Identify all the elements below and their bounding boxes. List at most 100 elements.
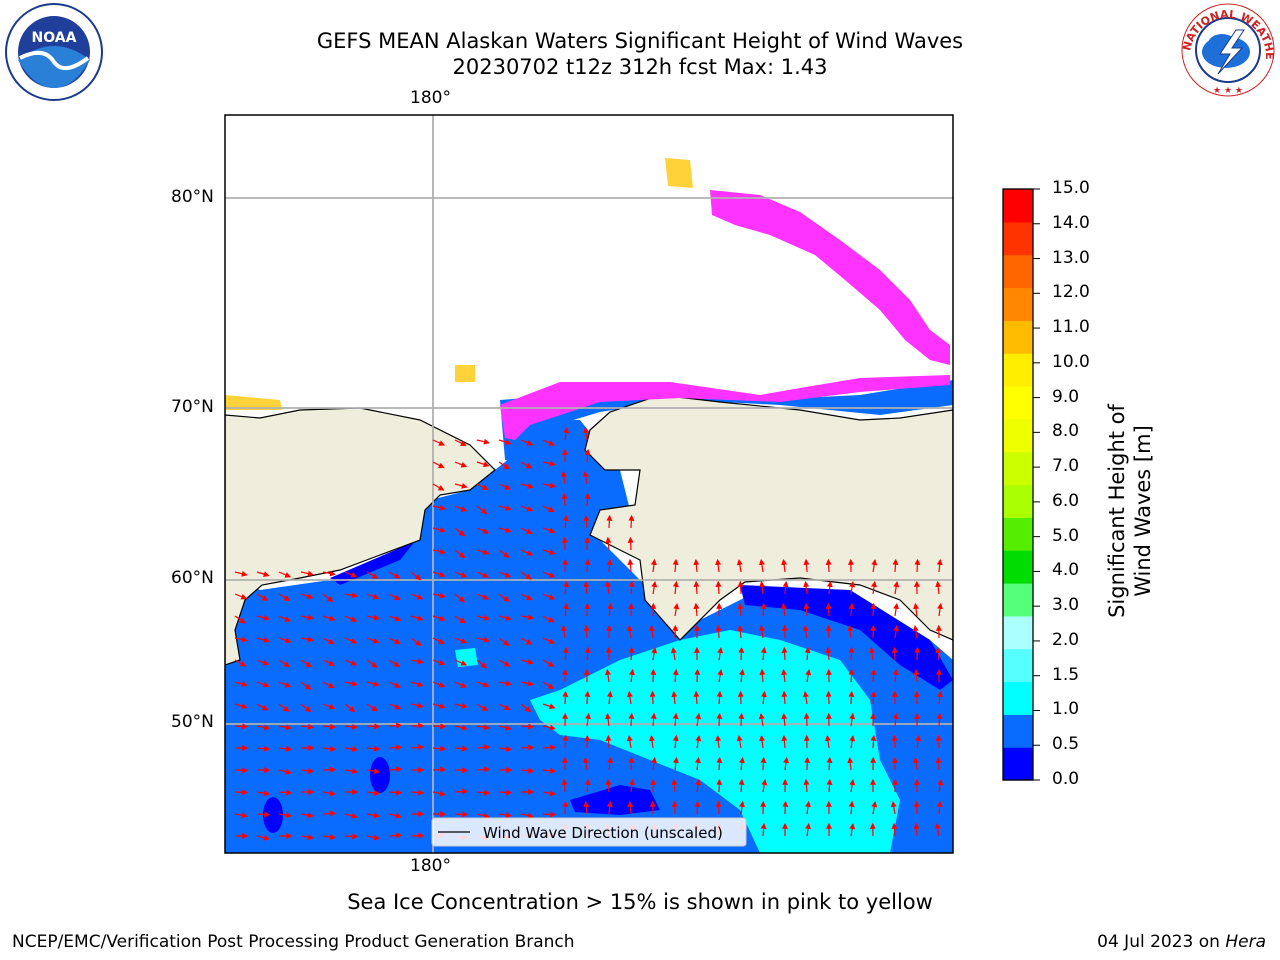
wave-direction-arrow (781, 558, 788, 573)
wave-direction-arrow (256, 659, 270, 666)
wave-direction-arrow (454, 811, 469, 818)
wave-direction-arrow (300, 723, 315, 730)
wave-direction-arrow (542, 460, 556, 467)
wave-direction-arrow (234, 681, 248, 687)
wave-direction-arrow (498, 483, 511, 490)
wave-direction-arrow (584, 646, 591, 661)
wave-direction-arrow (520, 744, 535, 751)
wave-direction-arrow (322, 810, 337, 817)
wave-direction-arrow (476, 659, 488, 669)
wave-direction-arrow (738, 646, 745, 661)
svg-text:★ ★ ★: ★ ★ ★ (1213, 86, 1243, 96)
wave-direction-arrow (562, 734, 569, 749)
colorbar-segment (1003, 386, 1033, 420)
wave-direction-arrow (761, 779, 768, 793)
wave-direction-arrow (454, 439, 467, 446)
wave-direction-arrow (605, 668, 611, 683)
wave-direction-arrow (605, 536, 612, 551)
lat-label-50: 50°N (171, 712, 214, 732)
lat-label-80: 80°N (171, 187, 214, 207)
colorbar-segment (1003, 484, 1033, 518)
wave-direction-arrow (476, 549, 490, 555)
colorbar-tick-label: 1.5 (1052, 664, 1080, 685)
wave-direction-arrow (388, 703, 402, 710)
wave-direction-arrow (498, 571, 512, 578)
wave-direction-arrow (716, 712, 723, 727)
wave-direction-arrow (234, 703, 248, 709)
wave-direction-arrow (584, 778, 591, 793)
wave-direction-arrow (520, 614, 534, 621)
wave-direction-arrow (716, 690, 723, 705)
wave-direction-arrow (848, 690, 855, 705)
wave-direction-arrow (651, 756, 657, 771)
colorbar-segment (1003, 681, 1033, 715)
wave-direction-arrow (498, 745, 513, 752)
wave-direction-arrow (300, 614, 314, 621)
wave-direction-arrow (300, 812, 314, 819)
wave-direction-arrow (300, 659, 313, 668)
wave-direction-arrow (848, 602, 855, 617)
wave-direction-arrow (563, 602, 569, 617)
wave-direction-arrow (476, 505, 488, 515)
wave-direction-arrow (937, 602, 943, 617)
wave-direction-arrow (256, 834, 270, 841)
wave-direction-arrow (542, 482, 556, 489)
colorbar-tick-label: 8.0 (1052, 421, 1080, 442)
wave-direction-arrow (278, 789, 293, 796)
wave-direction-arrow (781, 690, 788, 705)
wave-direction-arrow (344, 592, 358, 599)
wave-direction-arrow (760, 646, 767, 661)
wave-direction-arrow (825, 690, 832, 705)
wave-direction-arrow (627, 536, 634, 551)
wave-direction-arrow (736, 735, 743, 749)
wave-direction-arrow (498, 789, 513, 796)
wave-direction-arrow (410, 681, 424, 688)
wave-direction-arrow (388, 659, 401, 667)
wave-direction-arrow (454, 702, 468, 709)
wave-direction-arrow (498, 659, 511, 667)
wave-direction-arrow (300, 834, 314, 841)
map-panel (225, 115, 953, 853)
colorbar-tick-label: 6.0 (1052, 490, 1080, 511)
footer-right: 04 Jul 2023 on Hera (1097, 932, 1266, 952)
colorbar-segment (1003, 254, 1033, 289)
wave-direction-arrow (498, 461, 511, 470)
wave-direction-arrow (584, 492, 591, 507)
wave-direction-arrow (563, 426, 570, 441)
wave-direction-arrow (605, 734, 612, 749)
wave-direction-arrow (322, 703, 336, 710)
wave-direction-arrow (890, 801, 897, 815)
wave-direction-arrow (498, 593, 510, 602)
wave-direction-arrow (432, 790, 446, 797)
lon-label-bottom: 180° (410, 856, 451, 876)
colorbar-segment (1003, 615, 1033, 650)
wave-direction-arrow (672, 734, 679, 749)
wave-direction-arrow (915, 734, 922, 749)
wave-direction-arrow (542, 571, 556, 578)
wave-direction-arrow (234, 570, 248, 577)
wave-direction-arrow (803, 558, 810, 573)
colorbar-segment (1003, 517, 1033, 551)
wave-direction-arrow (410, 722, 425, 729)
wave-direction-arrow (672, 712, 679, 727)
wave-direction-arrow (322, 723, 337, 730)
wave-direction-arrow (476, 636, 490, 643)
wave-direction-arrow (366, 659, 378, 668)
wave-direction-arrow (849, 779, 856, 793)
wave-direction-arrow (322, 681, 335, 689)
wave-direction-arrow (870, 602, 877, 617)
wave-direction-arrow (344, 812, 358, 819)
wave-direction-arrow (606, 602, 613, 617)
wave-direction-arrow (847, 756, 854, 771)
wave-direction-arrow (388, 571, 401, 579)
wave-direction-arrow (476, 789, 491, 796)
wave-direction-arrow (234, 615, 246, 624)
wave-direction-arrow (561, 492, 568, 507)
wave-direction-arrow (693, 580, 700, 595)
wave-direction-arrow (672, 558, 679, 573)
wave-direction-arrow (759, 580, 766, 595)
wave-direction-arrow (849, 823, 856, 837)
wave-direction-arrow (542, 681, 555, 690)
colorbar-segment (1003, 451, 1033, 486)
